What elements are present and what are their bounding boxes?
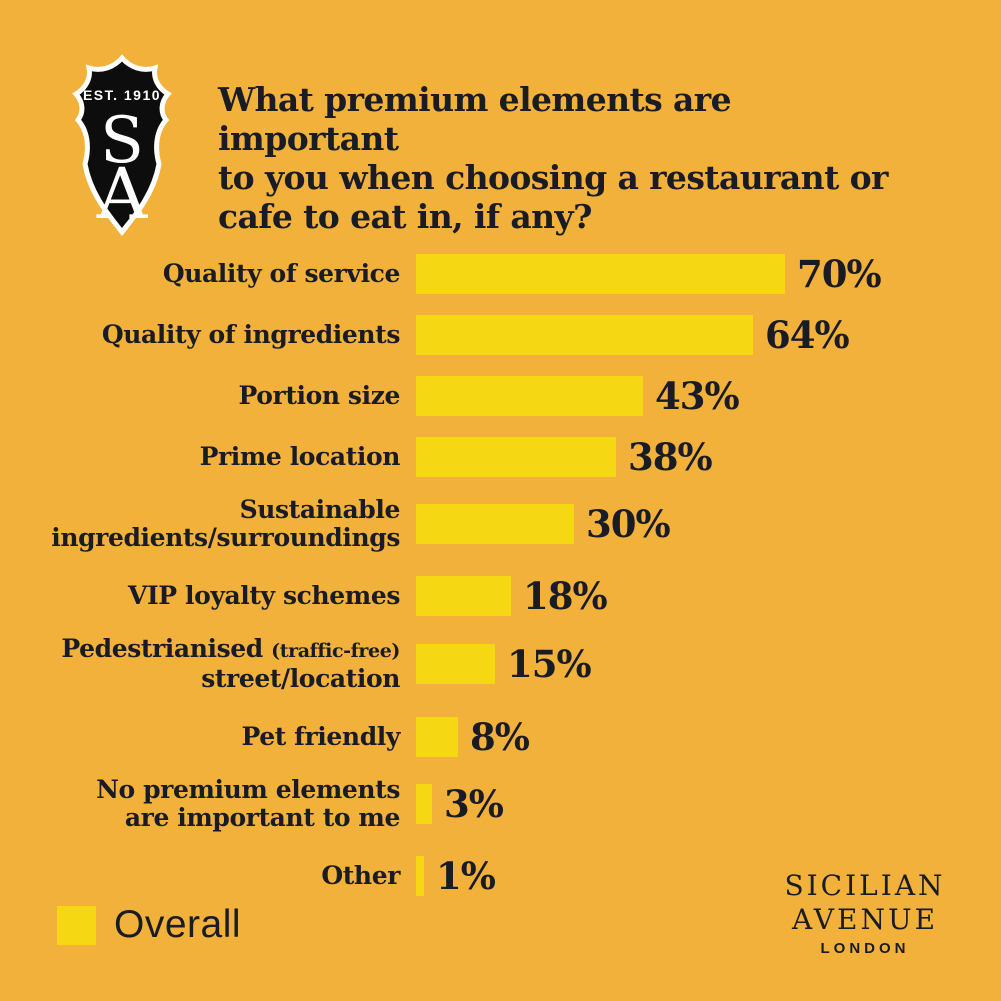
bar bbox=[416, 644, 495, 684]
chart-row: Prime location 38% bbox=[0, 435, 1001, 479]
bar bbox=[416, 576, 511, 616]
value-label: 18% bbox=[523, 574, 608, 618]
value-label: 43% bbox=[655, 374, 740, 418]
chart-row: Other 1% bbox=[0, 854, 1001, 898]
chart-row: No premium elements are important to me 3% bbox=[0, 776, 1001, 832]
value-label: 3% bbox=[444, 782, 504, 826]
legend-swatch bbox=[57, 905, 96, 945]
bar bbox=[416, 315, 753, 355]
bar bbox=[416, 254, 785, 294]
bar-chart: Quality of service 70% Quality of ingredie… bbox=[0, 252, 1001, 915]
category-label: Pet friendly bbox=[241, 722, 401, 751]
chart-row: Portion size 43% bbox=[0, 374, 1001, 418]
brand-line-2: AVENUE bbox=[791, 903, 939, 936]
brand-line-1: SICILIAN bbox=[784, 869, 946, 902]
logo-monogram-s: S bbox=[100, 104, 144, 178]
category-label: Portion size bbox=[238, 381, 401, 410]
brand-wordmark: SICILIAN AVENUE LONDON bbox=[772, 869, 958, 957]
category-label: Quality of service bbox=[162, 259, 401, 288]
brand-city: LONDON bbox=[820, 940, 910, 957]
bar bbox=[416, 437, 616, 477]
category-label: Pedestrianised (traffic-free) street/loca… bbox=[61, 634, 400, 693]
value-label: 64% bbox=[765, 313, 850, 357]
logo-est-label: EST. 1910 bbox=[83, 87, 161, 103]
value-label: 38% bbox=[628, 435, 713, 479]
bar bbox=[416, 856, 424, 896]
shield-icon bbox=[72, 54, 172, 237]
chart-row: Sustainable ingredients/surroundings 30% bbox=[0, 496, 1001, 552]
bar bbox=[416, 717, 458, 757]
chart-row: VIP loyalty schemes 18% bbox=[0, 574, 1001, 618]
chart-row: Pet friendly 8% bbox=[0, 715, 1001, 759]
bar bbox=[416, 376, 643, 416]
value-label: 30% bbox=[586, 502, 671, 546]
value-label: 15% bbox=[507, 642, 592, 686]
category-label: Other bbox=[321, 861, 400, 890]
legend-label: Overall bbox=[114, 903, 242, 946]
page-title: What premium elements are important to y… bbox=[218, 80, 908, 236]
chart-row: Pedestrianised (traffic-free) street/loca… bbox=[0, 635, 1001, 693]
chart-row: Quality of ingredients 64% bbox=[0, 313, 1001, 357]
legend: Overall bbox=[57, 903, 241, 947]
category-label: Quality of ingredients bbox=[101, 320, 401, 349]
sa-shield-logo: EST. 1910 S A bbox=[72, 54, 172, 237]
chart-row: Quality of service 70% bbox=[0, 252, 1001, 296]
category-label: Sustainable ingredients/surroundings bbox=[51, 495, 400, 552]
category-label: No premium elements are important to me bbox=[96, 775, 400, 832]
value-label: 1% bbox=[436, 854, 496, 898]
bar bbox=[416, 504, 574, 544]
title-line-3: cafe to eat in, if any? bbox=[218, 197, 592, 236]
value-label: 70% bbox=[797, 252, 882, 296]
category-label: VIP loyalty schemes bbox=[128, 581, 400, 610]
logo-monogram-a: A bbox=[96, 153, 149, 235]
value-label: 8% bbox=[470, 715, 530, 759]
bar bbox=[416, 784, 432, 824]
category-label: Prime location bbox=[199, 442, 401, 471]
title-line-2: to you when choosing a restaurant or bbox=[218, 158, 888, 197]
title-line-1: What premium elements are important bbox=[218, 80, 732, 158]
